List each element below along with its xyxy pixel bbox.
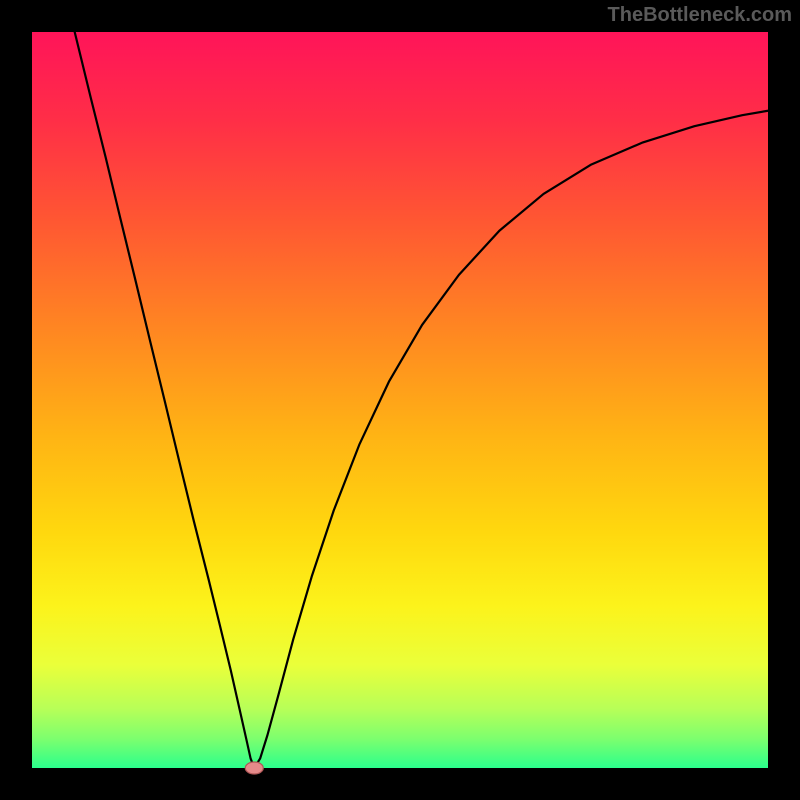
chart-background [32,32,768,768]
watermark-text: TheBottleneck.com [608,4,792,27]
bottleneck-chart [0,0,800,800]
optimal-point-marker [245,762,263,774]
chart-svg [0,0,800,800]
